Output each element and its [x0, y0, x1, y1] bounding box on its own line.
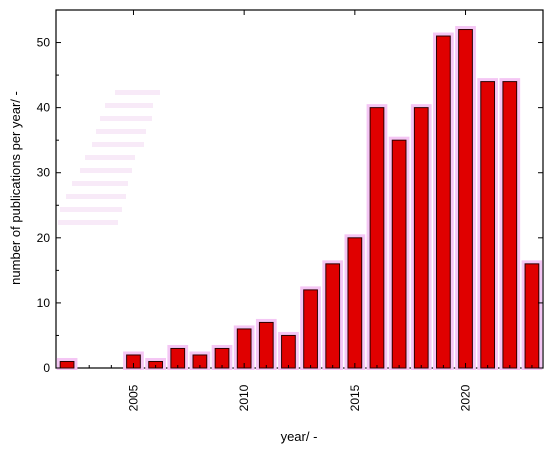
x-axis-title: year/ - [281, 429, 318, 444]
watermark-block [100, 116, 152, 121]
bar-2012 [281, 334, 296, 369]
bars [56, 26, 543, 371]
bar-2020 [458, 29, 473, 369]
bar-2013 [303, 289, 318, 369]
bar-2021 [480, 81, 496, 369]
watermark-block [96, 129, 146, 134]
watermark-block [92, 142, 144, 147]
plot-frame [55, 9, 544, 369]
watermark-block [80, 168, 132, 173]
y-tick-label: 40 [37, 101, 51, 115]
bar-2016 [369, 107, 385, 369]
watermark-block [115, 90, 160, 95]
y-tick-label: 0 [43, 361, 50, 375]
watermark-block [85, 155, 135, 160]
bar-2018 [413, 107, 429, 369]
y-tick-label: 10 [37, 296, 51, 310]
watermark-block [58, 220, 118, 225]
watermark-pattern [58, 90, 160, 225]
x-tick-label: 2010 [237, 384, 251, 411]
bar-2017 [391, 139, 407, 369]
y-tick-label: 30 [37, 166, 51, 180]
bar-2022 [502, 81, 518, 369]
bar-2015 [347, 237, 363, 369]
watermark-block [66, 194, 126, 199]
x-tick-label: 2020 [459, 384, 473, 411]
x-tick-label: 2005 [126, 384, 140, 411]
y-axis-title: number of publications per year/ - [8, 91, 23, 285]
x-axis-ticks: 2005 2010 2015 2020 [88, 10, 533, 411]
watermark-block [105, 103, 153, 108]
watermark-block [60, 207, 122, 212]
bar-2019 [436, 35, 451, 369]
bar-2002 [59, 360, 75, 369]
bar-2014 [325, 263, 341, 369]
bar-2010 [236, 328, 252, 369]
watermark-block [72, 181, 128, 186]
y-tick-label: 20 [37, 231, 51, 245]
x-tick-label: 2015 [348, 384, 362, 411]
y-axis-ticks: 0 10 20 30 40 50 [37, 36, 543, 375]
y-tick-label: 50 [37, 36, 51, 50]
bar-2011 [258, 321, 274, 369]
bar-2023 [524, 263, 540, 369]
